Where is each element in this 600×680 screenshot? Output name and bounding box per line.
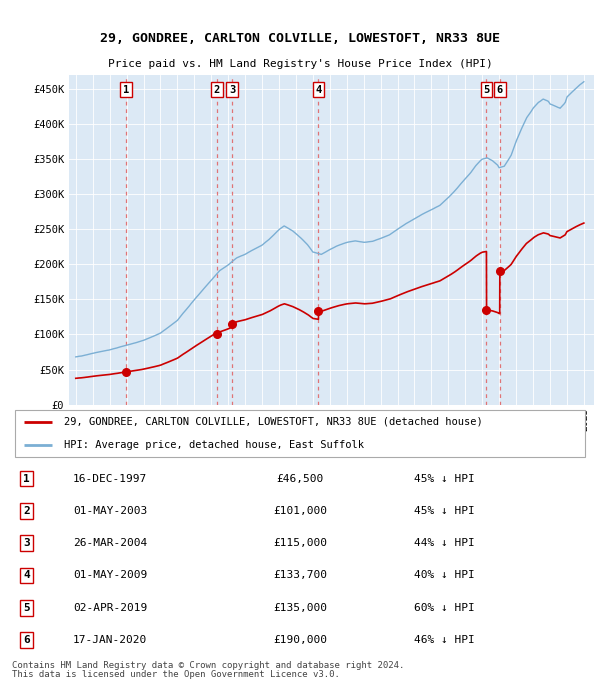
- FancyBboxPatch shape: [15, 410, 585, 457]
- Text: 40% ↓ HPI: 40% ↓ HPI: [413, 571, 475, 581]
- Text: 26-MAR-2004: 26-MAR-2004: [73, 538, 147, 548]
- Text: 17-JAN-2020: 17-JAN-2020: [73, 635, 147, 645]
- Text: £115,000: £115,000: [273, 538, 327, 548]
- Text: 6: 6: [497, 84, 503, 95]
- Text: 29, GONDREE, CARLTON COLVILLE, LOWESTOFT, NR33 8UE: 29, GONDREE, CARLTON COLVILLE, LOWESTOFT…: [100, 31, 500, 45]
- Text: 3: 3: [229, 84, 235, 95]
- Text: Price paid vs. HM Land Registry's House Price Index (HPI): Price paid vs. HM Land Registry's House …: [107, 58, 493, 69]
- Text: 01-MAY-2003: 01-MAY-2003: [73, 506, 147, 516]
- Text: 01-MAY-2009: 01-MAY-2009: [73, 571, 147, 581]
- Text: 4: 4: [23, 571, 30, 581]
- Text: 60% ↓ HPI: 60% ↓ HPI: [413, 602, 475, 613]
- Text: £133,700: £133,700: [273, 571, 327, 581]
- Text: 29, GONDREE, CARLTON COLVILLE, LOWESTOFT, NR33 8UE (detached house): 29, GONDREE, CARLTON COLVILLE, LOWESTOFT…: [64, 417, 482, 427]
- Text: 2: 2: [214, 84, 220, 95]
- Text: 02-APR-2019: 02-APR-2019: [73, 602, 147, 613]
- Text: £46,500: £46,500: [277, 473, 323, 483]
- Text: 2: 2: [23, 506, 30, 516]
- Text: Contains HM Land Registry data © Crown copyright and database right 2024.: Contains HM Land Registry data © Crown c…: [12, 661, 404, 670]
- Text: 4: 4: [316, 84, 322, 95]
- Text: HPI: Average price, detached house, East Suffolk: HPI: Average price, detached house, East…: [64, 440, 364, 450]
- Text: 5: 5: [23, 602, 30, 613]
- Text: 1: 1: [23, 473, 30, 483]
- Text: £190,000: £190,000: [273, 635, 327, 645]
- Text: 5: 5: [484, 84, 490, 95]
- Text: This data is licensed under the Open Government Licence v3.0.: This data is licensed under the Open Gov…: [12, 670, 340, 679]
- Text: 16-DEC-1997: 16-DEC-1997: [73, 473, 147, 483]
- Text: 45% ↓ HPI: 45% ↓ HPI: [413, 506, 475, 516]
- Text: £101,000: £101,000: [273, 506, 327, 516]
- Text: 46% ↓ HPI: 46% ↓ HPI: [413, 635, 475, 645]
- Text: 6: 6: [23, 635, 30, 645]
- Text: 44% ↓ HPI: 44% ↓ HPI: [413, 538, 475, 548]
- Text: 3: 3: [23, 538, 30, 548]
- Text: £135,000: £135,000: [273, 602, 327, 613]
- Text: 1: 1: [123, 84, 129, 95]
- Text: 45% ↓ HPI: 45% ↓ HPI: [413, 473, 475, 483]
